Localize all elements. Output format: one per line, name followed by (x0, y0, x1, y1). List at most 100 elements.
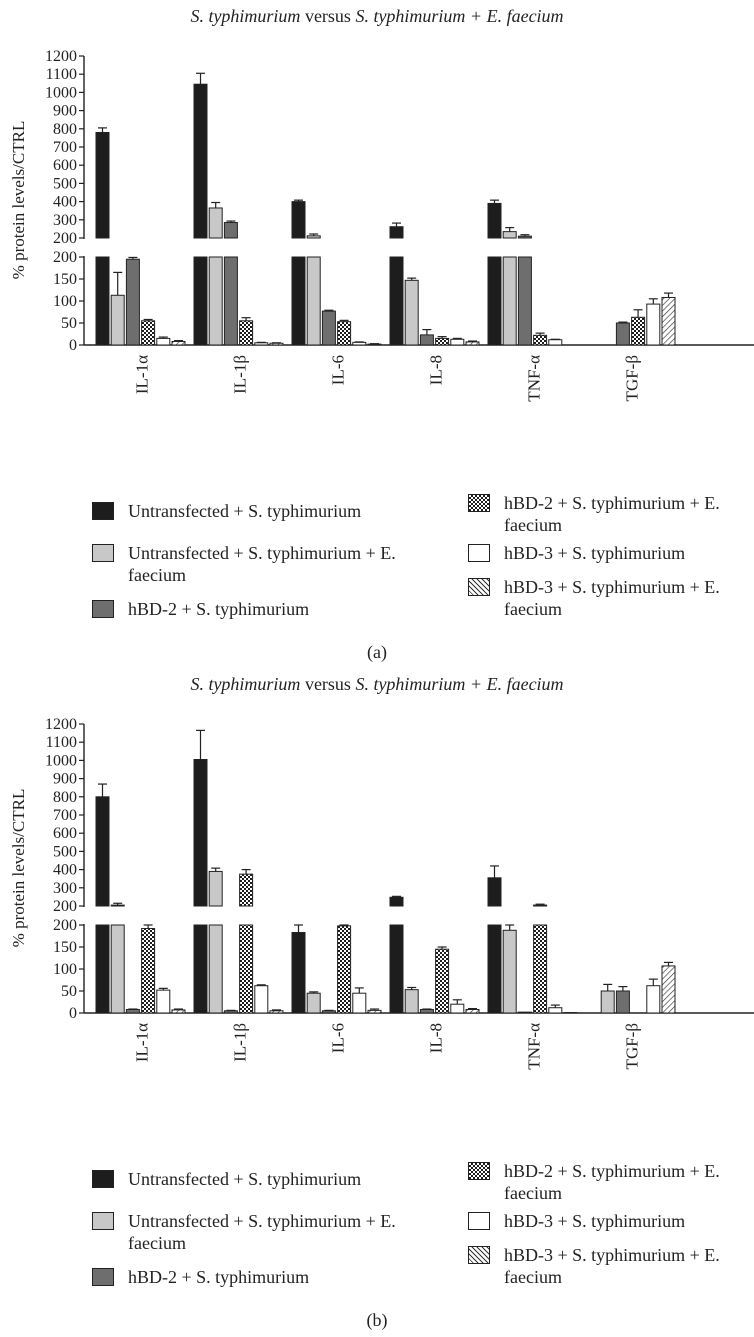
legend-item-untransfected-st-ef: Untransfected + S. typhimurium + E. faec… (92, 542, 418, 586)
bar (337, 321, 352, 346)
y-tick-label: 150 (53, 271, 77, 288)
panel-label: (a) (367, 642, 387, 662)
legend-item-hbd3-st: hBD-3 + S. typhimurium (468, 1210, 754, 1232)
legend-swatch-check (468, 1162, 490, 1180)
chart-title: S. typhimurium versus S. typhimurium + E… (0, 674, 754, 695)
bar (321, 310, 336, 346)
bar (125, 258, 140, 346)
bar (533, 334, 548, 346)
bar (502, 929, 517, 1014)
bar (419, 334, 434, 346)
legend-swatch-check (468, 494, 490, 512)
bar (646, 985, 661, 1014)
bar (269, 342, 284, 346)
y-tick-label: 700 (53, 807, 77, 824)
bar (487, 924, 502, 1014)
y-tick-label: 1000 (45, 84, 77, 101)
bar (517, 256, 532, 346)
legend-label: hBD-2 + S. typhimurium (128, 1267, 310, 1287)
bar (208, 924, 223, 1014)
legend-label: Untransfected + S. typhimurium + E. faec… (128, 1211, 396, 1253)
bar (352, 341, 367, 346)
y-tick-label: 100 (53, 293, 77, 310)
legend-swatch-white (468, 544, 490, 562)
x-tick-label: IL-6 (329, 1023, 348, 1053)
panel-label: (b) (366, 1310, 388, 1330)
y-tick-label: 400 (53, 194, 77, 211)
title-part-3: S. typhimurium + E. faecium (355, 674, 564, 694)
title-part-2: versus (300, 674, 356, 694)
bar (291, 931, 306, 1014)
bar (239, 924, 254, 1014)
bar (435, 948, 450, 1014)
bar (254, 985, 269, 1014)
legend: Untransfected + S. typhimurium Untransfe… (92, 492, 752, 632)
x-tick-label: IL-1α (133, 355, 152, 394)
x-tick-label: IL-1β (231, 1023, 250, 1062)
bar (110, 924, 125, 1014)
legend-label: hBD-3 + S. typhimurium + E. faecium (504, 577, 720, 619)
y-tick-label: 900 (53, 771, 77, 788)
legend-label: hBD-3 + S. typhimurium + E. faecium (504, 1245, 720, 1287)
bar (223, 1010, 238, 1014)
bar (193, 256, 208, 346)
x-tick-label: TNF-α (525, 355, 544, 402)
y-tick-label: 100 (53, 961, 77, 978)
y-tick-label: 0 (69, 337, 77, 354)
bar (631, 316, 646, 346)
bar (419, 1008, 434, 1014)
bar (517, 1011, 532, 1014)
y-tick-label: 1100 (46, 66, 77, 83)
bar (465, 1008, 480, 1014)
bar (171, 340, 186, 346)
bar (533, 924, 548, 1014)
x-tick-label: TNF-α (525, 1023, 544, 1070)
legend-item-hbd2-st: hBD-2 + S. typhimurium (92, 598, 418, 620)
bar-upper-segment (193, 83, 208, 239)
y-tick-label: 200 (53, 898, 77, 915)
legend-label: hBD-2 + S. typhimurium + E. faecium (504, 493, 720, 535)
legend-swatch-light (92, 544, 114, 562)
bar-upper-segment (193, 758, 208, 907)
legend-swatch-black (92, 1170, 114, 1188)
bar (156, 989, 171, 1014)
y-tick-label: 50 (61, 315, 77, 332)
x-tick-label: IL-8 (427, 355, 446, 385)
chart-title: S. typhimurium versus S. typhimurium + E… (0, 6, 754, 27)
bar-upper-segment (95, 796, 110, 907)
x-tick-label: TGF-β (623, 1023, 642, 1069)
bar-upper-segment (208, 870, 223, 907)
y-tick-label: 150 (53, 939, 77, 956)
bar (208, 256, 223, 346)
y-tick-label: 800 (53, 789, 77, 806)
bar (367, 1009, 382, 1014)
bar (646, 303, 661, 346)
chart-panel-b: S. typhimurium versus S. typhimurium + E… (0, 668, 754, 1336)
bar (337, 925, 352, 1014)
bar (306, 992, 321, 1014)
legend-swatch-light (92, 1212, 114, 1230)
bar (141, 320, 156, 346)
legend-label: Untransfected + S. typhimurium (128, 501, 362, 521)
bar-upper-segment (389, 226, 404, 239)
legend-label: hBD-3 + S. typhimurium (504, 543, 686, 563)
x-tick-label: IL-6 (329, 355, 348, 385)
y-tick-label: 900 (53, 103, 77, 120)
legend-label: hBD-3 + S. typhimurium (504, 1211, 686, 1231)
legend-item-hbd3-st-ef: hBD-3 + S. typhimurium + E. faecium (468, 1244, 754, 1288)
bar-upper-segment (223, 222, 238, 239)
legend-item-untransfected-st: Untransfected + S. typhimurium (92, 500, 418, 522)
legend-item-hbd3-st-ef: hBD-3 + S. typhimurium + E. faecium (468, 576, 754, 620)
y-tick-label: 1100 (46, 734, 77, 751)
bar (502, 256, 517, 346)
y-tick-label: 1200 (45, 48, 77, 65)
y-tick-label: 600 (53, 825, 77, 842)
y-tick-label: 400 (53, 862, 77, 879)
bar-upper-segment (110, 904, 125, 907)
bar (239, 320, 254, 346)
bar (404, 279, 419, 346)
bar-upper-segment (533, 904, 548, 907)
y-tick-label: 600 (53, 157, 77, 174)
title-part-3: S. typhimurium + E. faecium (355, 6, 564, 26)
bar-upper-segment (208, 207, 223, 239)
